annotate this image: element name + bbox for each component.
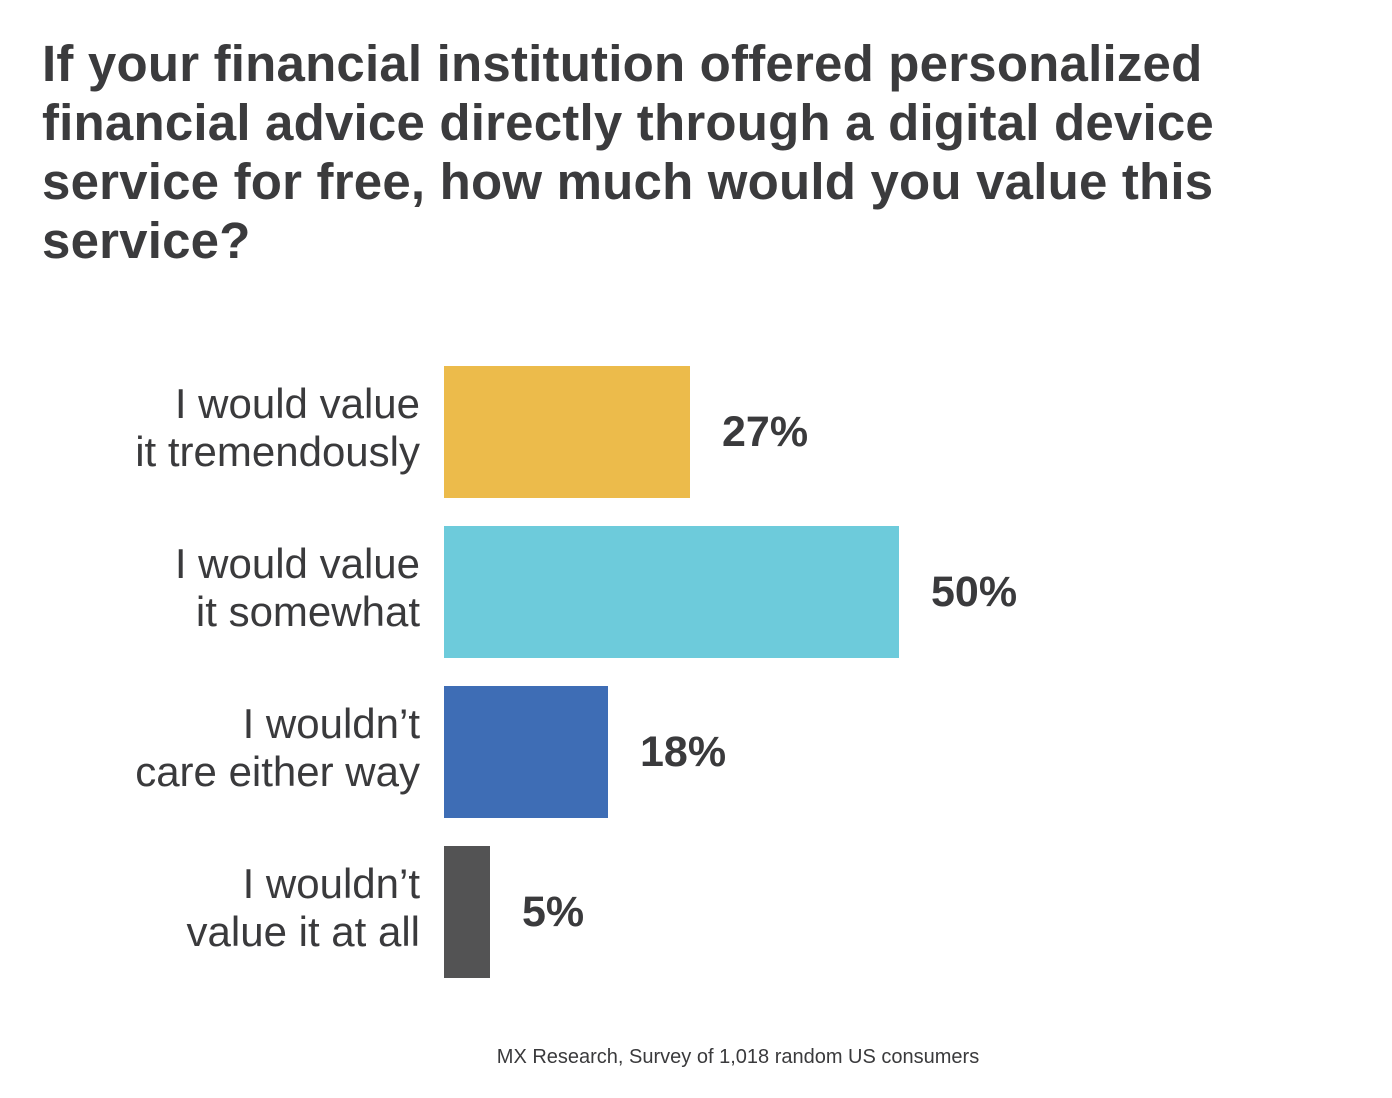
value-label-1: 27%: [722, 408, 809, 456]
source-note: MX Research, Survey of 1,018 random US c…: [496, 1046, 980, 1068]
bar-3: [444, 686, 608, 818]
category-label-3: I wouldn’t care either way: [135, 700, 420, 795]
category-label-2: I would value it somewhat: [174, 540, 420, 635]
value-label-2: 50%: [931, 568, 1018, 616]
bar-4: [444, 846, 490, 978]
value-label-4: 5%: [522, 888, 585, 936]
bar-1: [444, 366, 690, 498]
chart-title: If your financial institution offered pe…: [42, 35, 1214, 269]
category-label-1: I would value it tremendously: [135, 380, 420, 475]
bar-2: [444, 526, 899, 658]
value-label-3: 18%: [640, 728, 727, 776]
category-label-4: I wouldn’t value it at all: [186, 860, 420, 955]
